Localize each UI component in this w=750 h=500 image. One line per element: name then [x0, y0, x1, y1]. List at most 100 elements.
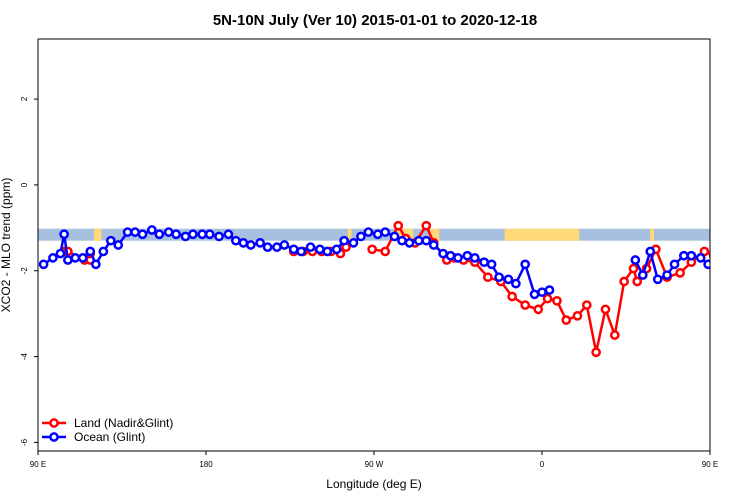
data-point — [255, 238, 265, 248]
data-point — [70, 253, 81, 263]
data-point — [714, 254, 721, 261]
data-point — [331, 244, 342, 255]
data-point — [469, 253, 480, 263]
data-point — [679, 250, 689, 261]
data-point — [729, 256, 736, 263]
land-segment — [430, 228, 440, 241]
x-tick-label: 90 E — [702, 460, 718, 469]
y-tick-label: -2 — [20, 267, 29, 275]
data-point — [645, 246, 656, 257]
data-point — [147, 225, 157, 235]
series-layer — [38, 220, 747, 358]
data-point — [511, 278, 521, 289]
data-point — [397, 235, 407, 246]
data-point — [322, 246, 333, 257]
data-point — [154, 229, 165, 240]
land-segment — [725, 229, 734, 241]
y-tick-label: 2 — [20, 96, 29, 101]
data-point — [238, 238, 249, 248]
data-point — [279, 240, 290, 250]
data-point — [404, 238, 415, 248]
legend: Land (Nadir&Glint)Ocean (Glint) — [42, 416, 173, 444]
data-point — [561, 315, 572, 325]
data-point — [552, 295, 562, 306]
data-point — [729, 256, 736, 263]
data-point — [98, 246, 109, 257]
data-point — [130, 227, 140, 237]
data-point — [652, 274, 663, 285]
x-axis: 90 E 180 90 W 0 90 E — [30, 451, 718, 469]
data-point — [695, 253, 706, 263]
legend-label: Ocean (Glint) — [74, 430, 145, 444]
data-point — [262, 242, 273, 252]
x-tick-label: 90 E — [30, 460, 46, 469]
data-point — [669, 259, 680, 270]
data-point — [542, 293, 553, 304]
data-point — [438, 248, 448, 259]
data-point — [197, 229, 208, 240]
y-axis-label: XCO2 - MLO trend (ppm) — [0, 178, 13, 313]
data-point — [305, 242, 316, 252]
data-point — [609, 330, 620, 340]
data-point — [163, 227, 174, 237]
data-point — [180, 231, 191, 242]
chart-title: 5N-10N July (Ver 10) 2015-01-01 to 2020-… — [213, 12, 537, 29]
data-point — [630, 255, 641, 265]
data-point — [105, 235, 116, 246]
data-point — [494, 272, 504, 283]
data-point — [462, 250, 473, 261]
y-axis: -6 -4 -2 0 2 — [20, 96, 38, 446]
data-point — [591, 347, 601, 358]
data-point — [537, 287, 547, 298]
data-point — [231, 235, 241, 246]
series-ocean — [38, 225, 745, 300]
data-point — [91, 259, 101, 270]
x-tick-label: 180 — [199, 460, 213, 469]
data-point — [348, 238, 359, 248]
x-axis-label: Longitude (deg E) — [326, 477, 421, 491]
data-point — [581, 300, 592, 310]
data-point — [483, 272, 493, 283]
data-point — [380, 246, 391, 257]
data-point — [38, 259, 49, 270]
data-point — [428, 240, 439, 250]
data-point — [628, 263, 639, 274]
data-point — [245, 240, 256, 250]
data-point — [393, 220, 404, 231]
legend-marker — [49, 432, 59, 442]
data-point — [204, 229, 215, 240]
data-point — [171, 229, 181, 240]
data-point — [529, 289, 540, 300]
data-point — [77, 253, 88, 263]
data-point — [137, 229, 148, 240]
data-point — [520, 259, 531, 270]
legend-marker — [49, 418, 59, 428]
data-point — [288, 244, 299, 255]
data-point — [703, 259, 710, 270]
data-point — [733, 248, 740, 255]
data-point — [372, 229, 383, 240]
land-segment — [94, 228, 102, 241]
data-point — [363, 227, 374, 237]
data-point — [708, 252, 710, 259]
data-point — [113, 240, 124, 250]
data-point — [740, 256, 747, 263]
data-point — [296, 246, 307, 257]
data-point — [59, 229, 69, 240]
x-tick-label: 90 W — [365, 460, 384, 469]
y-tick-label: -4 — [20, 352, 29, 360]
data-point — [600, 304, 611, 315]
data-point — [738, 254, 745, 261]
data-point — [686, 250, 697, 261]
data-point — [356, 231, 366, 242]
data-point — [367, 244, 377, 255]
data-point — [486, 259, 497, 270]
x-tick-label: 0 — [540, 460, 545, 469]
data-point — [544, 285, 555, 295]
data-point — [55, 248, 66, 259]
data-point — [637, 270, 648, 280]
y-tick-label: -6 — [20, 438, 29, 446]
data-point — [380, 227, 391, 237]
legend-label: Land (Nadir&Glint) — [74, 416, 173, 430]
